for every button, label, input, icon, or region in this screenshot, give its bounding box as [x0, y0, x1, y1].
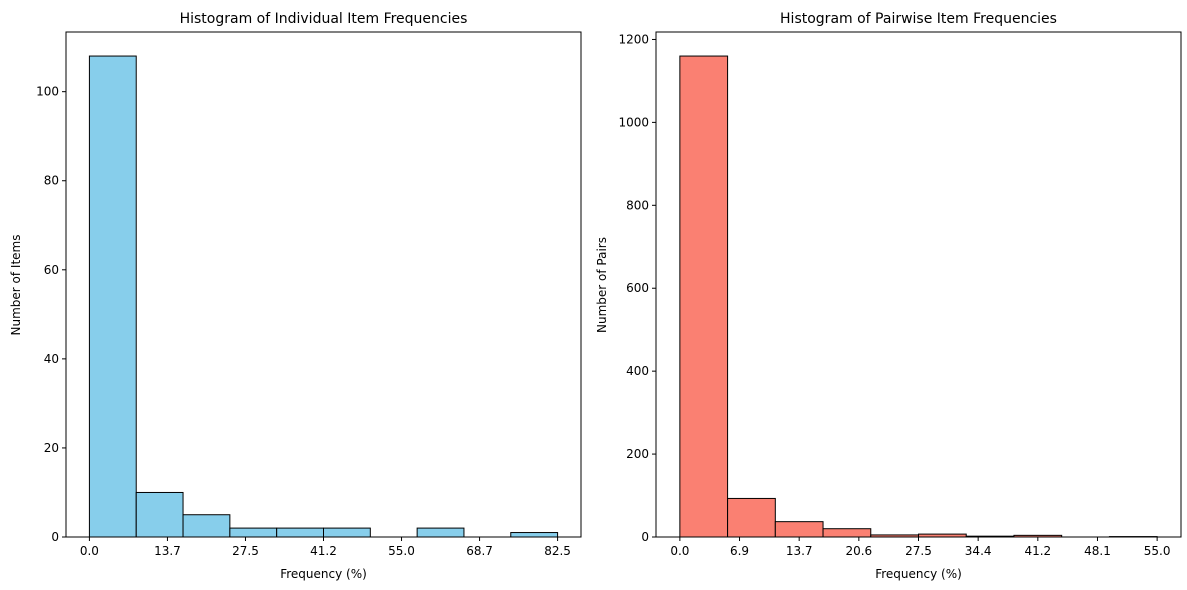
histogram-bar	[727, 497, 776, 538]
x-tick-label: 13.7	[786, 544, 813, 558]
histogram-bar	[276, 527, 325, 538]
x-tick-label: 6.9	[730, 544, 749, 558]
y-axis-ticks: 0 20 40 60 80 100	[36, 85, 66, 544]
x-axis-label: Frequency (%)	[875, 567, 962, 581]
y-tick-label: 0	[51, 530, 59, 544]
chart-title: Histogram of Individual Item Frequencies	[180, 11, 468, 27]
chart-title: Histogram of Pairwise Item Frequencies	[780, 11, 1057, 27]
y-tick-label: 0	[641, 530, 649, 544]
histogram-bar	[182, 514, 231, 538]
bars	[679, 55, 1158, 538]
histogram-bar	[510, 532, 559, 538]
x-tick-label: 20.6	[845, 544, 872, 558]
histogram-bar	[323, 527, 371, 538]
x-tick-label: 41.2	[310, 544, 337, 558]
chart-individual-item-frequencies: Histogram of Individual Item Frequencies…	[9, 11, 582, 581]
x-axis-ticks: 0.0 6.9 13.7 20.6 27.5 34.4 41.2 48.1 55.0	[670, 537, 1170, 558]
x-tick-label: 27.5	[905, 544, 932, 558]
x-tick-label: 48.1	[1084, 544, 1111, 558]
histogram-bar	[679, 55, 729, 538]
x-tick-label: 55.0	[388, 544, 415, 558]
y-tick-label: 1200	[618, 32, 649, 46]
plot-frame	[655, 31, 1182, 538]
y-tick-label: 80	[44, 174, 59, 188]
y-tick-label: 1000	[618, 115, 649, 129]
x-axis-ticks: 0.0 13.7 27.5 41.2 55.0 68.7 82.5	[80, 537, 571, 558]
histogram-bar	[135, 491, 184, 538]
y-axis-label: Number of Items	[9, 235, 23, 336]
y-tick-label: 400	[626, 364, 649, 378]
histogram-bar	[229, 527, 278, 538]
y-tick-label: 800	[626, 198, 649, 212]
chart-pairwise-item-frequencies: Histogram of Pairwise Item Frequencies 0…	[595, 11, 1182, 581]
bars	[88, 55, 559, 538]
y-tick-label: 600	[626, 281, 649, 295]
y-tick-label: 60	[44, 263, 59, 277]
x-tick-label: 82.5	[544, 544, 571, 558]
x-tick-label: 27.5	[232, 544, 259, 558]
y-tick-label: 20	[44, 441, 59, 455]
plot-frame	[65, 31, 582, 538]
x-tick-label: 55.0	[1144, 544, 1171, 558]
y-axis-label: Number of Pairs	[595, 237, 609, 333]
x-tick-label: 0.0	[80, 544, 99, 558]
y-tick-label: 100	[36, 85, 59, 99]
x-tick-label: 34.4	[965, 544, 992, 558]
y-tick-label: 200	[626, 447, 649, 461]
histogram-bar	[416, 527, 465, 538]
histogram-bar	[822, 528, 872, 538]
x-axis-label: Frequency (%)	[280, 567, 367, 581]
y-axis-ticks: 0 200 400 600 800 1000 1200	[618, 32, 656, 544]
x-tick-label: 68.7	[466, 544, 493, 558]
y-tick-label: 40	[44, 352, 59, 366]
x-tick-label: 13.7	[154, 544, 181, 558]
histogram-bar	[88, 55, 137, 538]
histogram-bar	[774, 521, 824, 538]
x-tick-label: 0.0	[670, 544, 689, 558]
x-tick-label: 41.2	[1024, 544, 1051, 558]
